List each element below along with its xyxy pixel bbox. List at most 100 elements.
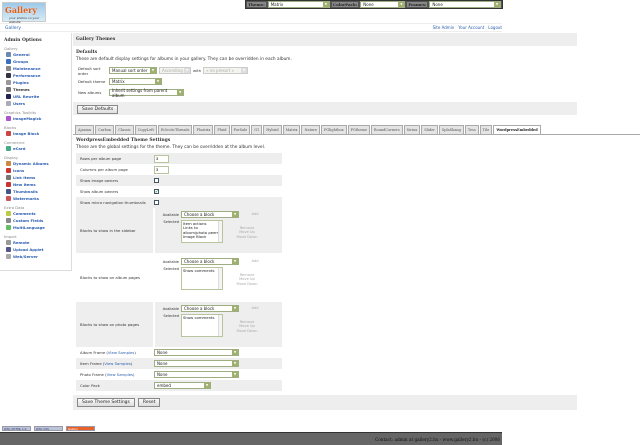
sidebar-item-upload-applet[interactable]: Upload Applet <box>4 246 67 253</box>
photo-move-down-button[interactable]: Move Down <box>236 328 258 333</box>
tab-classic[interactable]: Classic <box>115 125 134 134</box>
album-move-up-button[interactable]: Move Up <box>239 277 255 282</box>
sidebar-available-select[interactable]: Choose a block ▼ <box>181 211 239 218</box>
album-available-select[interactable]: Choose a block ▼ <box>181 258 239 265</box>
show-micro-nav-checkbox[interactable] <box>154 200 159 205</box>
sidebar-item-thumbnails[interactable]: Thumbnails <box>4 188 67 195</box>
tab-copyleft[interactable]: CopyLeft <box>134 125 157 134</box>
selected-block-item[interactable]: Image Block <box>183 234 207 240</box>
photo-remove-button[interactable]: Remove <box>239 320 255 324</box>
sidebar-item-groups[interactable]: Groups <box>4 58 67 65</box>
save-defaults-button[interactable]: Save Defaults <box>77 105 119 114</box>
sidebar-item-dynamic-albums[interactable]: Dynamic Albums <box>4 160 67 167</box>
sidebar-item-themes[interactable]: Themes <box>4 86 67 93</box>
sidebar-item-imagemagick[interactable]: ImageMagick <box>4 115 67 122</box>
album-selected-list[interactable]: Show comments <box>181 267 223 290</box>
your-account-link[interactable]: Your Account <box>458 25 485 30</box>
tab-siriux[interactable]: Siriux <box>403 125 421 134</box>
sidebar-item-plugins[interactable]: Plugins <box>4 79 67 86</box>
album-add-button[interactable]: Add <box>251 259 259 264</box>
save-theme-settings-button[interactable]: Save Theme Settings <box>77 398 135 407</box>
sidebar-item-custom-fields[interactable]: Custom Fields <box>4 217 67 224</box>
gallery-badge[interactable]: Gallery <box>66 426 95 431</box>
sidebar-item-watermarks[interactable]: Watermarks <box>4 195 67 202</box>
sidebar-item-maintenance[interactable]: Maintenance <box>4 65 67 72</box>
tab-nature[interactable]: Nature <box>301 125 321 134</box>
sidebar-selected-list[interactable]: Item actions Links to album/photo peers Im… <box>181 220 223 243</box>
color-pack-select[interactable]: embed ▼ <box>154 382 211 389</box>
sidebar-item-image-block[interactable]: Image Block <box>4 130 67 137</box>
tab-carbon[interactable]: Carbon <box>95 125 115 134</box>
frames-select[interactable]: None ▼ <box>429 1 501 8</box>
sidebar-item-url-rewrite[interactable]: URL Rewrite <box>4 93 67 100</box>
tab-wordpressembedded[interactable]: WordpressEmbedded <box>493 125 541 134</box>
album-remove-button[interactable]: Remove <box>239 273 255 277</box>
item-frame-select[interactable]: None ▼ <box>154 360 239 367</box>
album-frame-select[interactable]: None ▼ <box>154 349 239 356</box>
presort-select[interactable]: « no presort » ▼ <box>203 67 249 74</box>
tab-ajaxian[interactable]: Ajaxian <box>75 125 95 134</box>
tab-floatrix[interactable]: Floatrix <box>193 125 214 134</box>
sidebar-item-multilanguage[interactable]: MultiLanguage <box>4 224 67 231</box>
tab-eclecticthreads[interactable]: EclecticThreads <box>157 125 193 134</box>
item-frame-samples-link[interactable]: View Samples <box>104 361 131 366</box>
selected-block-item[interactable]: Links to album/photo peers <box>183 225 219 235</box>
sidebar-add-button[interactable]: Add <box>251 212 259 217</box>
sort-direction-select[interactable]: Ascending ▼ <box>159 67 191 74</box>
sidebar-move-down-button[interactable]: Move Down <box>236 234 258 239</box>
sidebar-item-icons[interactable]: Icons <box>4 167 67 174</box>
selected-block-item[interactable]: Show comments <box>183 268 215 273</box>
css-badge[interactable]: W3C CSS <box>34 426 63 431</box>
sidebar-item-ecard[interactable]: eCard <box>4 145 67 152</box>
sidebar-remove-button[interactable]: Remove <box>239 226 255 230</box>
theme-select[interactable]: Matrix ▼ <box>267 1 330 8</box>
reset-button[interactable]: Reset <box>137 398 161 407</box>
tab-forsale[interactable]: ForSale <box>230 125 251 134</box>
photo-frame-samples-link[interactable]: View Samples <box>106 372 134 377</box>
sidebar-item-users[interactable]: Users <box>4 100 67 107</box>
gallery-logo[interactable]: Gallery your photos on your website <box>2 2 46 24</box>
sidebar-item-remote[interactable]: Remote <box>4 239 67 246</box>
album-frame-samples-link[interactable]: View Samples <box>107 350 135 355</box>
tab-hybrid[interactable]: Hybrid <box>263 125 282 134</box>
breadcrumb-gallery[interactable]: Gallery <box>5 26 22 31</box>
tab-pgtheme[interactable]: PGtheme <box>347 125 370 134</box>
photo-move-up-button[interactable]: Move Up <box>239 324 255 329</box>
tab-matrix[interactable]: Matrix <box>282 125 301 134</box>
selected-block-item[interactable]: Show comments <box>183 315 215 320</box>
tab-pglightbox[interactable]: PGlightbox <box>321 125 347 134</box>
album-move-down-button[interactable]: Move Down <box>236 281 258 286</box>
tab-fluid[interactable]: Fluid <box>214 125 230 134</box>
sidebar-item-new-items[interactable]: New Items <box>4 181 67 188</box>
site-admin-link[interactable]: Site Admin <box>432 25 455 30</box>
sidebar-move-up-button[interactable]: Move Up <box>239 230 255 235</box>
rows-per-page-input[interactable] <box>154 154 169 163</box>
photo-add-button[interactable]: Add <box>251 306 259 311</box>
new-albums-select[interactable]: Inherit settings from parent album ▼ <box>109 88 184 98</box>
sort-order-select[interactable]: Manual sort order ▼ <box>109 67 157 74</box>
tab-splashang[interactable]: SplaShang <box>438 125 464 134</box>
tab-roundcorners[interactable]: RoundCorners <box>370 125 403 134</box>
photo-selected-list[interactable]: Show comments <box>181 314 223 337</box>
photo-frame-select[interactable]: None ▼ <box>154 371 239 378</box>
tab-tess[interactable]: Tess <box>464 125 479 134</box>
photo-available-select[interactable]: Choose a block ▼ <box>181 305 239 312</box>
selected-block-item[interactable]: Item actions <box>183 221 207 226</box>
tab-slider[interactable]: Slider <box>421 125 438 134</box>
colorpack-select[interactable]: None ▼ <box>360 1 406 8</box>
columns-per-page-input[interactable] <box>154 165 169 174</box>
scrollbar[interactable] <box>218 221 222 242</box>
show-album-owners-checkbox[interactable]: ✔ <box>154 189 159 194</box>
sidebar-item-web-server[interactable]: Web/Server <box>4 253 67 260</box>
sidebar-item-link-items[interactable]: Link Items <box>4 174 67 181</box>
sidebar-item-performance[interactable]: Performance <box>4 72 67 79</box>
sidebar-item-general[interactable]: General <box>4 51 67 58</box>
tab-g1[interactable]: G1 <box>251 125 263 134</box>
tab-tile[interactable]: Tile <box>479 125 493 134</box>
xhtml-badge[interactable]: W3C XHTML 1.0 <box>2 426 31 431</box>
sidebar-item-comments[interactable]: Comments <box>4 210 67 217</box>
show-image-owners-checkbox[interactable] <box>154 178 159 183</box>
scrollbar[interactable] <box>218 268 222 289</box>
scrollbar[interactable] <box>218 315 222 336</box>
default-theme-select[interactable]: Matrix ▼ <box>109 78 162 85</box>
